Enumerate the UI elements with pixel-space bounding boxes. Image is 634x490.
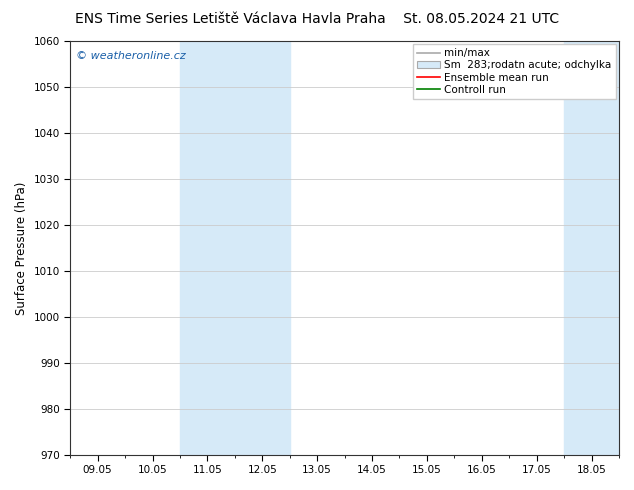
Legend: min/max, Sm  283;rodatn acute; odchylka, Ensemble mean run, Controll run: min/max, Sm 283;rodatn acute; odchylka, …	[413, 44, 616, 99]
Text: ENS Time Series Letiště Václava Havla Praha    St. 08.05.2024 21 UTC: ENS Time Series Letiště Václava Havla Pr…	[75, 12, 559, 26]
Y-axis label: Surface Pressure (hPa): Surface Pressure (hPa)	[15, 181, 28, 315]
Bar	[235, 41, 290, 455]
Bar	[564, 41, 619, 455]
Bar	[180, 41, 235, 455]
Text: © weatheronline.cz: © weatheronline.cz	[75, 51, 186, 61]
